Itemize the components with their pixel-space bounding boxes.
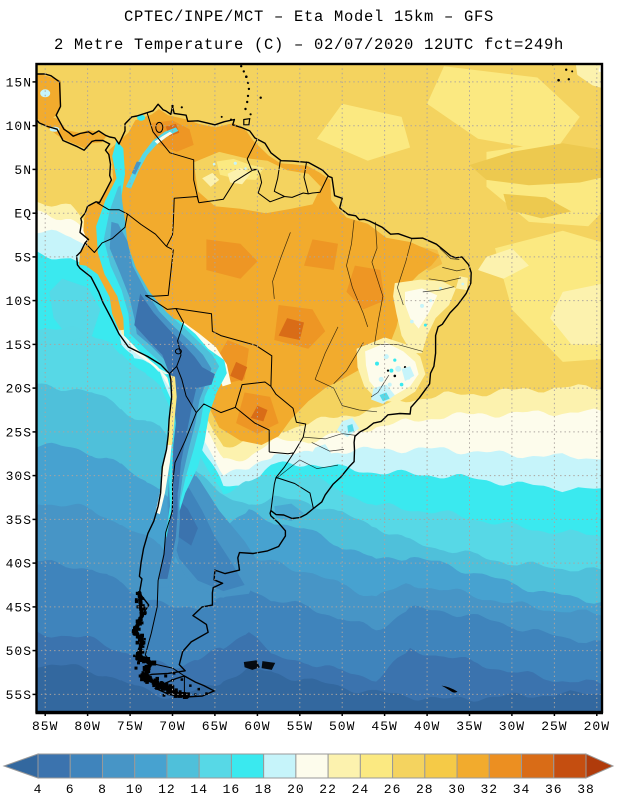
- svg-text:38: 38: [577, 782, 595, 797]
- svg-text:15N: 15N: [6, 75, 32, 90]
- svg-text:25S: 25S: [6, 425, 32, 440]
- svg-text:16: 16: [223, 782, 241, 797]
- svg-text:34: 34: [513, 782, 531, 797]
- svg-text:8: 8: [98, 782, 107, 797]
- svg-text:32: 32: [480, 782, 498, 797]
- svg-text:24: 24: [352, 782, 370, 797]
- svg-text:12: 12: [158, 782, 176, 797]
- svg-text:65W: 65W: [202, 719, 228, 734]
- svg-text:40S: 40S: [6, 557, 32, 572]
- svg-text:75W: 75W: [117, 719, 143, 734]
- svg-text:20W: 20W: [584, 719, 610, 734]
- svg-text:30: 30: [448, 782, 466, 797]
- svg-text:60W: 60W: [244, 719, 270, 734]
- svg-text:30W: 30W: [499, 719, 525, 734]
- svg-text:28: 28: [416, 782, 434, 797]
- svg-text:20: 20: [287, 782, 305, 797]
- svg-text:50W: 50W: [329, 719, 355, 734]
- svg-text:35W: 35W: [456, 719, 482, 734]
- svg-text:CPTEC/INPE/MCT – Eta Model 15: CPTEC/INPE/MCT – Eta Model 15km – GFS: [124, 8, 494, 26]
- svg-text:50S: 50S: [6, 644, 32, 659]
- svg-text:55W: 55W: [287, 719, 313, 734]
- svg-text:6: 6: [66, 782, 75, 797]
- svg-text:70W: 70W: [159, 719, 185, 734]
- svg-text:45W: 45W: [371, 719, 397, 734]
- svg-text:10N: 10N: [6, 119, 32, 134]
- svg-text:85W: 85W: [32, 719, 58, 734]
- svg-text:55S: 55S: [6, 688, 32, 703]
- svg-text:10S: 10S: [6, 294, 32, 309]
- svg-text:EQ: EQ: [14, 207, 32, 222]
- svg-text:15S: 15S: [6, 338, 32, 353]
- svg-text:25W: 25W: [541, 719, 567, 734]
- svg-text:14: 14: [190, 782, 208, 797]
- svg-text:80W: 80W: [74, 719, 100, 734]
- svg-text:20S: 20S: [6, 382, 32, 397]
- svg-text:2 Metre Temperature (C) – 02/0: 2 Metre Temperature (C) – 02/07/2020 12U…: [54, 36, 564, 54]
- svg-text:36: 36: [545, 782, 563, 797]
- svg-text:18: 18: [255, 782, 273, 797]
- svg-text:45S: 45S: [6, 600, 32, 615]
- svg-text:40W: 40W: [414, 719, 440, 734]
- svg-text:22: 22: [319, 782, 337, 797]
- svg-text:26: 26: [384, 782, 402, 797]
- svg-text:30S: 30S: [6, 469, 32, 484]
- svg-text:10: 10: [126, 782, 144, 797]
- svg-text:4: 4: [34, 782, 43, 797]
- svg-text:5S: 5S: [14, 250, 32, 265]
- svg-text:35S: 35S: [6, 513, 32, 528]
- svg-text:5N: 5N: [14, 163, 32, 178]
